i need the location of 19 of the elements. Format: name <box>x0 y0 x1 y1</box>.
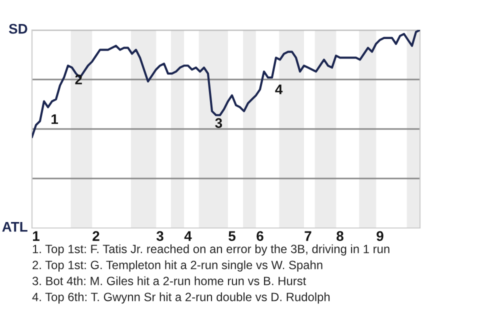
annotation: 2 <box>75 74 82 84</box>
text: 2. Top 1st: G. Templeton hit a 2-run single vs W. Spahn <box>32 260 322 272</box>
x-tick-label: 6 <box>256 231 264 241</box>
text: ATL <box>2 222 28 232</box>
text: SD <box>8 24 28 34</box>
annotation: 3 <box>215 118 222 128</box>
text: 3. Bot 4th: M. Giles hit a 2-run home run vs B. Hurst <box>32 276 306 286</box>
text: 1. Top 1st: F. Tatis Jr. reached on an error by the 3B, driving in 1 run <box>32 244 390 256</box>
x-tick-label: 2 <box>92 231 100 241</box>
x-tick-label: 1 <box>33 231 40 241</box>
x-tick-label: 8 <box>336 231 344 241</box>
annotation: 4 <box>275 84 283 94</box>
x-tick-label: 3 <box>156 231 164 241</box>
x-tick-label: 9 <box>376 231 384 241</box>
annotation: 1 <box>52 114 58 124</box>
text: 4. Top 6th: T. Gwynn Sr hit a 2-run double vs D. Rudolph <box>32 292 330 304</box>
x-tick-label: 5 <box>228 231 236 241</box>
x-tick-label: 7 <box>304 231 312 241</box>
x-tick-label: 4 <box>184 231 192 241</box>
